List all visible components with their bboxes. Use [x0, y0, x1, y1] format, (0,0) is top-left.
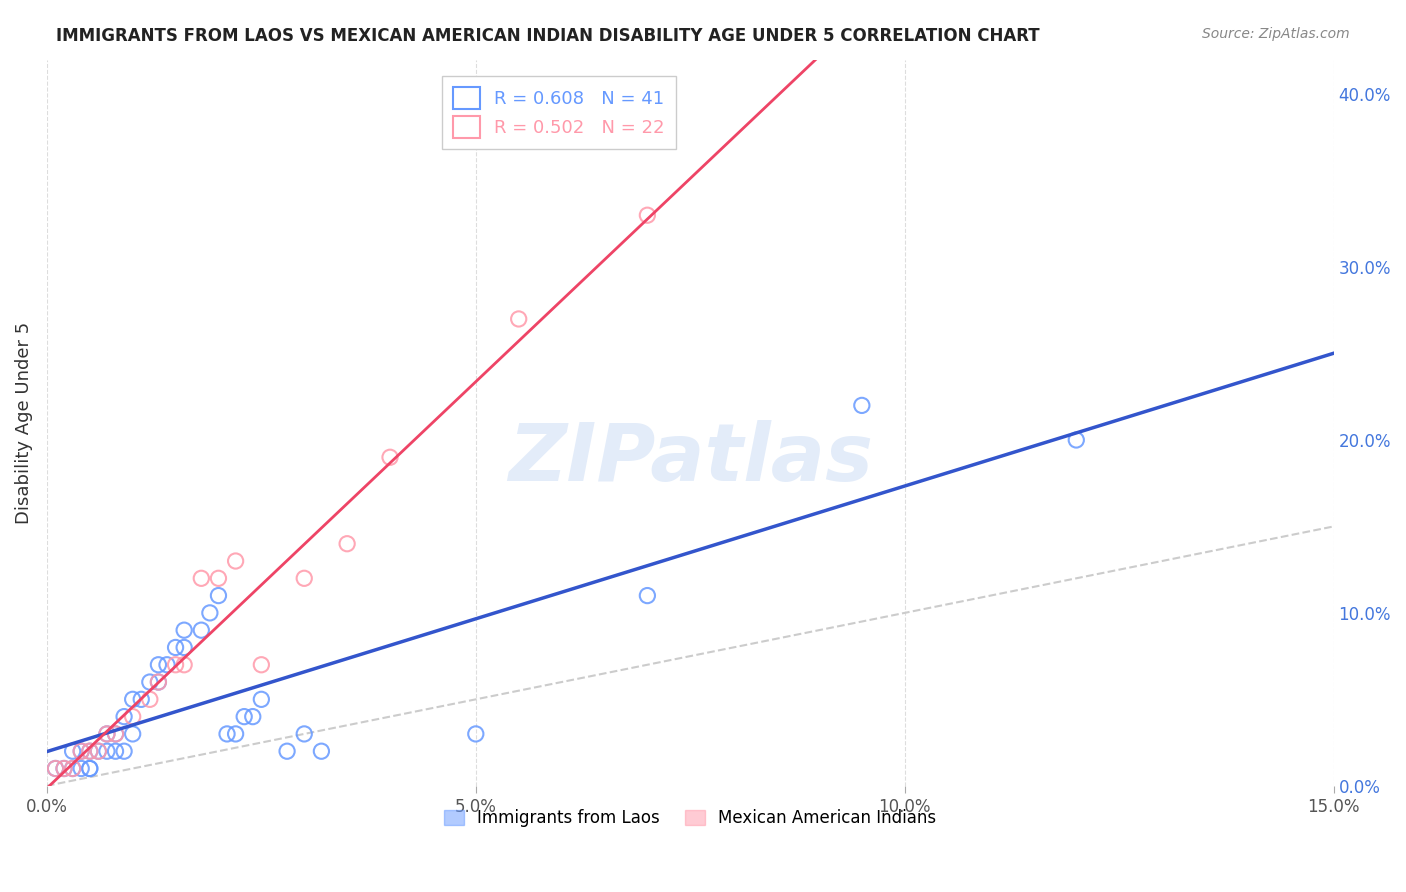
Point	[250, 657, 273, 672]
Point	[121, 709, 143, 723]
Point	[44, 762, 66, 776]
Point	[44, 762, 66, 776]
Y-axis label: Disability Age Under 5: Disability Age Under 5	[15, 322, 32, 524]
Point	[62, 744, 84, 758]
Point	[121, 692, 143, 706]
Point	[464, 727, 486, 741]
Point	[129, 692, 152, 706]
Point	[79, 744, 101, 758]
Point	[70, 762, 93, 776]
Point	[70, 744, 93, 758]
Point	[636, 208, 658, 222]
Point	[165, 640, 187, 655]
Point	[139, 692, 162, 706]
Point	[112, 744, 135, 758]
Text: Source: ZipAtlas.com: Source: ZipAtlas.com	[1202, 27, 1350, 41]
Point	[53, 762, 76, 776]
Point	[104, 727, 127, 741]
Point	[242, 709, 264, 723]
Point	[336, 537, 359, 551]
Point	[190, 571, 212, 585]
Point	[104, 727, 127, 741]
Text: ZIPatlas: ZIPatlas	[508, 420, 873, 498]
Point	[87, 744, 110, 758]
Point	[207, 589, 229, 603]
Point	[225, 554, 247, 568]
Point	[104, 744, 127, 758]
Point	[311, 744, 333, 758]
Point	[851, 398, 873, 412]
Point	[508, 312, 530, 326]
Point	[207, 571, 229, 585]
Point	[96, 727, 118, 741]
Point	[173, 657, 195, 672]
Point	[139, 675, 162, 690]
Point	[292, 727, 315, 741]
Point	[173, 640, 195, 655]
Point	[79, 744, 101, 758]
Point	[233, 709, 256, 723]
Point	[148, 675, 170, 690]
Point	[636, 589, 658, 603]
Point	[215, 727, 238, 741]
Legend: Immigrants from Laos, Mexican American Indians: Immigrants from Laos, Mexican American I…	[436, 801, 945, 836]
Point	[276, 744, 298, 758]
Point	[1064, 433, 1087, 447]
Point	[165, 657, 187, 672]
Point	[112, 709, 135, 723]
Point	[148, 675, 170, 690]
Point	[121, 727, 143, 741]
Point	[250, 692, 273, 706]
Point	[96, 744, 118, 758]
Point	[96, 727, 118, 741]
Point	[156, 657, 179, 672]
Point	[190, 623, 212, 637]
Point	[225, 727, 247, 741]
Point	[292, 571, 315, 585]
Point	[62, 762, 84, 776]
Point	[198, 606, 221, 620]
Point	[148, 657, 170, 672]
Point	[378, 450, 401, 465]
Point	[173, 623, 195, 637]
Point	[70, 744, 93, 758]
Point	[79, 762, 101, 776]
Point	[53, 762, 76, 776]
Point	[62, 762, 84, 776]
Point	[87, 744, 110, 758]
Point	[79, 762, 101, 776]
Text: IMMIGRANTS FROM LAOS VS MEXICAN AMERICAN INDIAN DISABILITY AGE UNDER 5 CORRELATI: IMMIGRANTS FROM LAOS VS MEXICAN AMERICAN…	[56, 27, 1040, 45]
